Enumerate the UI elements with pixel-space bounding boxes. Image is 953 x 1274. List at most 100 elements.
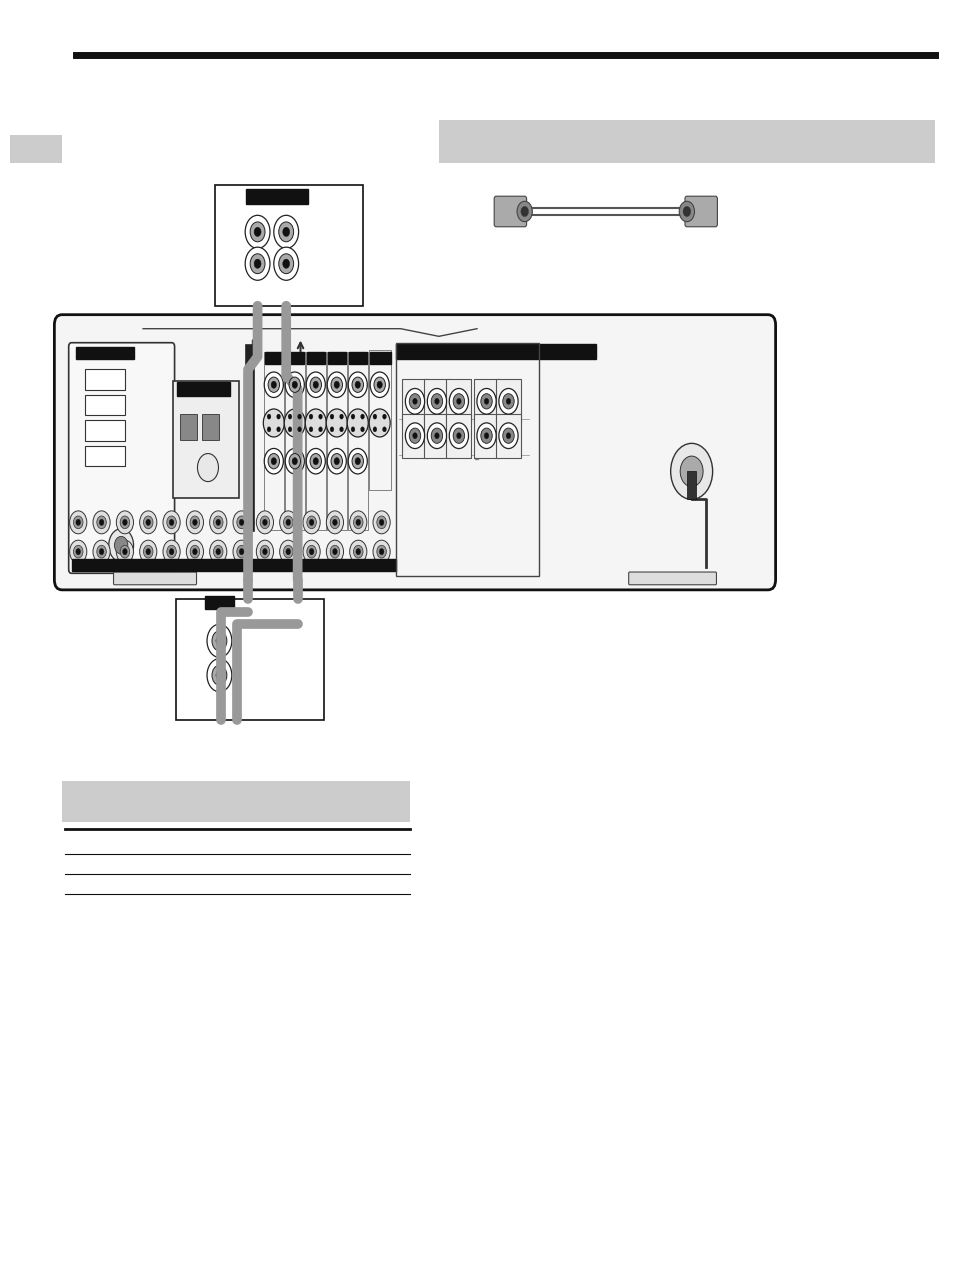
Bar	[475, 382, 477, 459]
Circle shape	[99, 549, 104, 555]
Circle shape	[382, 427, 386, 432]
Circle shape	[262, 520, 267, 526]
Circle shape	[330, 427, 334, 432]
Circle shape	[309, 427, 313, 432]
Bar	[177, 382, 230, 396]
Circle shape	[409, 394, 420, 409]
Bar	[246, 189, 308, 204]
Circle shape	[327, 448, 346, 474]
Circle shape	[256, 540, 274, 563]
Circle shape	[355, 381, 360, 389]
Circle shape	[373, 414, 376, 419]
Circle shape	[373, 540, 390, 563]
Circle shape	[215, 670, 223, 680]
Circle shape	[369, 409, 390, 437]
Circle shape	[267, 414, 271, 419]
Circle shape	[382, 414, 386, 419]
Circle shape	[310, 377, 321, 392]
Circle shape	[297, 427, 301, 432]
Circle shape	[116, 511, 133, 534]
Circle shape	[306, 448, 325, 474]
Circle shape	[453, 428, 464, 443]
FancyBboxPatch shape	[202, 414, 219, 440]
Circle shape	[114, 536, 128, 554]
FancyBboxPatch shape	[628, 572, 716, 585]
Circle shape	[350, 540, 367, 563]
Circle shape	[484, 399, 488, 404]
Circle shape	[190, 545, 199, 558]
Circle shape	[253, 259, 261, 269]
Circle shape	[193, 549, 197, 555]
Bar	[474, 414, 498, 457]
FancyBboxPatch shape	[85, 395, 125, 415]
Circle shape	[122, 549, 127, 555]
Circle shape	[215, 636, 223, 646]
Circle shape	[146, 549, 151, 555]
Circle shape	[453, 394, 464, 409]
Circle shape	[326, 540, 343, 563]
Circle shape	[70, 511, 87, 534]
Circle shape	[292, 381, 297, 389]
Circle shape	[330, 545, 339, 558]
Circle shape	[163, 511, 180, 534]
Circle shape	[167, 545, 176, 558]
Bar	[474, 380, 498, 423]
Circle shape	[431, 394, 442, 409]
Circle shape	[122, 520, 127, 526]
Circle shape	[276, 427, 280, 432]
Circle shape	[207, 659, 232, 692]
Circle shape	[169, 549, 173, 555]
Circle shape	[679, 201, 694, 222]
Circle shape	[506, 399, 510, 404]
FancyBboxPatch shape	[62, 781, 410, 822]
Circle shape	[682, 206, 690, 217]
Circle shape	[355, 549, 360, 555]
Circle shape	[498, 389, 517, 414]
Circle shape	[307, 516, 316, 529]
Circle shape	[670, 443, 712, 499]
Circle shape	[96, 545, 106, 558]
Circle shape	[305, 409, 326, 437]
Bar	[327, 352, 347, 530]
FancyBboxPatch shape	[494, 196, 526, 227]
Circle shape	[207, 624, 232, 657]
Circle shape	[256, 511, 274, 534]
Circle shape	[413, 433, 416, 438]
FancyBboxPatch shape	[85, 369, 125, 390]
Bar	[285, 352, 305, 530]
Circle shape	[352, 377, 363, 392]
Bar	[369, 350, 391, 490]
Circle shape	[354, 516, 363, 529]
Circle shape	[502, 394, 514, 409]
Bar	[496, 380, 520, 423]
Circle shape	[285, 448, 304, 474]
Circle shape	[76, 520, 81, 526]
Circle shape	[456, 399, 460, 404]
Bar	[424, 414, 449, 457]
Circle shape	[376, 545, 386, 558]
Circle shape	[309, 549, 314, 555]
Circle shape	[498, 423, 517, 448]
Circle shape	[197, 454, 218, 482]
Circle shape	[355, 457, 360, 465]
Circle shape	[263, 409, 284, 437]
Circle shape	[360, 414, 364, 419]
Circle shape	[289, 454, 300, 469]
Circle shape	[73, 545, 83, 558]
Circle shape	[109, 529, 133, 562]
Circle shape	[309, 414, 313, 419]
Circle shape	[449, 389, 468, 414]
Circle shape	[210, 511, 227, 534]
Circle shape	[233, 511, 250, 534]
FancyBboxPatch shape	[10, 135, 62, 163]
Circle shape	[268, 377, 279, 392]
Bar	[205, 596, 233, 609]
Circle shape	[330, 516, 339, 529]
Bar	[264, 352, 284, 530]
Circle shape	[326, 409, 347, 437]
Circle shape	[250, 222, 265, 242]
Bar	[402, 414, 427, 457]
Circle shape	[283, 516, 293, 529]
Circle shape	[331, 454, 342, 469]
Circle shape	[679, 456, 702, 487]
